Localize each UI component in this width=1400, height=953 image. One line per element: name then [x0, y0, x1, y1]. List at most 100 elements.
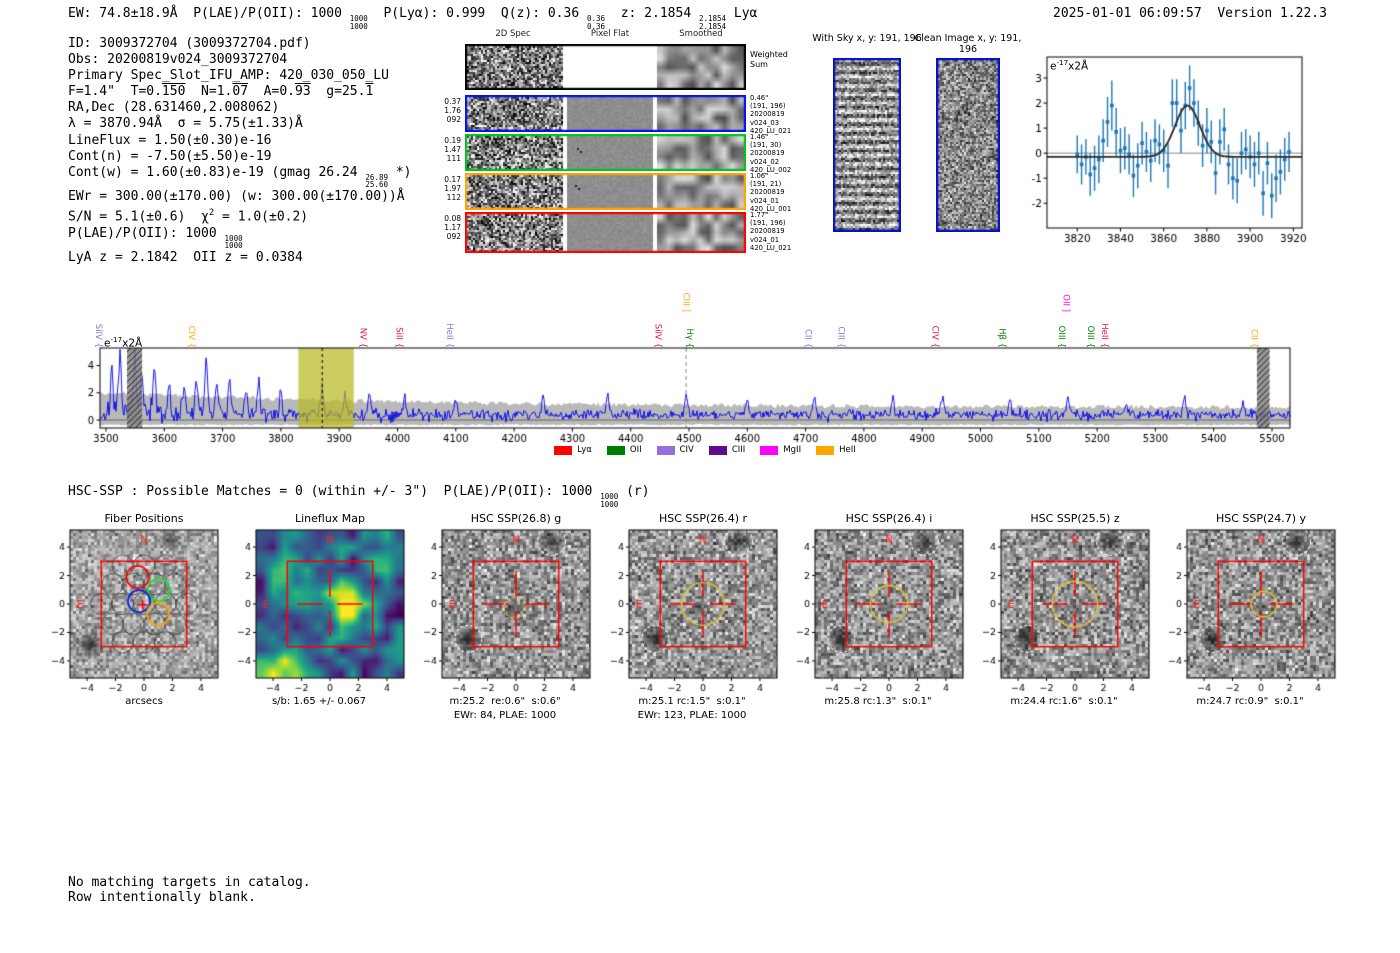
cutout-panel-canvas-6 [1155, 528, 1341, 696]
info-line-3-seg-5: 93 [295, 84, 311, 100]
info-line-3-seg-1: 150 [161, 84, 186, 100]
cutout-panel-2: HSC SSP(26.8) g m:25.2 re:0.6" s:0.6" EWr:… [410, 510, 600, 725]
spectrum-legend: Lyα OII CIV CIII MgII HeII [540, 445, 870, 455]
2d-spec-row-3-right-labels: 1.77" (191, 196) 20200819 v024_01 420_LU… [750, 211, 792, 252]
detection-info-line-1: Obs: 20200819v024_3009372704 [68, 52, 411, 68]
catalog-matches-seg-2: (r) [618, 484, 650, 499]
spectrum-line-label-oiii-14: OIII { [1085, 325, 1096, 348]
2d-spec-fiber-row-2 [465, 134, 746, 171]
cutout-panel-caption-6-0: m:24.7 rc:0.9" s:0.1" [1196, 696, 1304, 707]
detection-info-line-12: LyA z = 2.1842 OII z = 0.0384 [68, 250, 411, 266]
detection-info-block: ID: 3009372704 (3009372704.pdf) Obs: 2020… [68, 36, 411, 266]
summary-header-stack-value: 0.36 [586, 14, 606, 23]
summary-header-seg-3: 0.36 0.36 [587, 15, 605, 30]
2d-spec-fiber-row-3 [465, 173, 746, 210]
info-line-8-stack-value: 26.89 [365, 172, 388, 182]
spectrum-line-label-heii-15: HeII { [1099, 323, 1110, 348]
emission-line-fit-plot [1025, 45, 1327, 249]
legend-swatch-oii [606, 445, 625, 455]
legend-swatch-ciii [708, 445, 727, 455]
full-spectrum-plot [60, 330, 1340, 448]
2d-spec-fiber-row-1 [465, 95, 746, 132]
2d-spec-row-1-left-labels: 0.19 1.47 111 [444, 136, 461, 163]
timestamp-version: 2025-01-01 06:09:57 Version 1.22.3 [1053, 6, 1327, 21]
detection-info-line-11: P(LAE)/P(OII): 1000 1000 1000 [68, 226, 411, 250]
cutout-panel-caption-2-1: EWr: 84, PLAE: 1000 [453, 710, 557, 721]
cutout-panel-caption-3-0: m:25.1 rc:1.5" s:0.1" [638, 696, 746, 707]
summary-header-seg-6: Lyα [726, 6, 758, 21]
cutout-panel-4: HSC SSP(26.4) i m:25.8 rc:1.3" s:0.1" [783, 510, 973, 725]
2d-spec-row-2-right-labels: 1.06" (191, 21) 20200819 v024_01 420_LU_… [750, 172, 792, 213]
legend-item-mgii: MgII [760, 445, 801, 455]
cutout-panel-canvas-2 [410, 528, 596, 696]
info-line-8-stack-value: 25.60 [365, 180, 388, 190]
info-line-3-seg-4: A=0. [248, 84, 295, 100]
detection-info-line-8: Cont(w) = 1.60(±0.83)e-19 (gmag 26.24 26… [68, 165, 411, 189]
legend-label-mgii: MgII [783, 445, 802, 455]
fit-plot-units-annotation: e-17x2Å [1050, 58, 1089, 73]
legend-swatch-lyα [554, 445, 573, 455]
spectrum-line-label-siiv-5: SiIV { [652, 323, 663, 348]
detection-info-line-3: F=1.4" T=0.150 N=1.07 A=0.93 g=25.1 [68, 84, 411, 100]
spectrum-line-label-cii-8: CII { [802, 328, 813, 348]
info-line-8-seg-2: *) [388, 164, 412, 180]
2d-spec-row-0-right-labels: 0.46" (191, 196) 20200819 v024_03 420_LU… [750, 94, 792, 135]
cutout-panel-caption-3-1: EWr: 123, PLAE: 1000 [637, 710, 747, 721]
cutout-panel-caption-2-0: m:25.2 re:0.6" s:0.6" [449, 696, 561, 707]
detection-info-line-0: ID: 3009372704 (3009372704.pdf) [68, 36, 411, 52]
cutout-panel-canvas-0 [38, 528, 224, 696]
2d-spec-fiber-row-4 [465, 212, 746, 253]
summary-header-seg-1: 1000 1000 [350, 15, 368, 30]
summary-header-seg-4: z: 2.1854 [605, 6, 699, 21]
info-line-8-seg-1: 26.89 25.60 [365, 174, 388, 189]
with-sky-title: With Sky x, y: 191, 196 [812, 33, 922, 44]
info-line-12-seg-0: LyA z = 2.1842 OII z = 0.0384 [68, 250, 303, 266]
detection-info-line-7: Cont(n) = -7.50(±5.50)e-19 [68, 149, 411, 165]
info-line-3-seg-7: 1 [365, 84, 374, 100]
spectrum-line-label-civ-10: CIV { [929, 325, 940, 348]
catalog-matches-seg-0: HSC-SSP : Possible Matches = 0 (within +… [68, 484, 601, 499]
spectrum-line-label-oiii-12: OIII { [1055, 325, 1066, 348]
2d-spec-row-3-left-labels: 0.08 1.17 092 [444, 214, 461, 241]
spectrum-line-label-ciii-6: CIII ] [680, 292, 691, 312]
spectrum-line-label-civ-1: CIV { [186, 325, 197, 348]
cutout-panel-title-1: Lineflux Map [294, 512, 366, 525]
cutout-panel-title-6: HSC SSP(24.7) y [1215, 512, 1307, 525]
cutout-panel-canvas-1 [224, 528, 410, 696]
cutout-panel-title-0: Fiber Positions [104, 512, 184, 525]
summary-header-stack-value: 1000 [349, 14, 368, 23]
catalog-matches-seg-1: 1000 1000 [600, 493, 618, 508]
detection-info-line-9: EWr = 300.00(±170.00) (w: 300.00(±170.00… [68, 189, 411, 205]
footer-line-2: Row intentionally blank. [68, 890, 256, 905]
cutout-panel-6: HSC SSP(24.7) y m:24.7 rc:0.9" s:0.1" [1155, 510, 1345, 725]
info-line-3-seg-6: g=25. [310, 84, 366, 100]
cutout-panel-xlabel-0: arcsecs [125, 696, 163, 707]
2d-spec-column-header-1: Pixel Flat [590, 29, 630, 39]
legend-swatch-heii [816, 445, 835, 455]
info-line-4-seg-0: RA,Dec (28.631460,2.008062) [68, 100, 280, 116]
info-line-11-seg-0: P(LAE)/P(OII): 1000 [68, 225, 225, 241]
info-line-3-seg-0: F=1.4" T=0. [68, 84, 162, 100]
summary-header-stack-value: 0.36 [586, 21, 606, 31]
catalog-matches-line: HSC-SSP : Possible Matches = 0 (within +… [68, 484, 650, 508]
detection-info-line-2: Primary Spec_Slot_IFU_AMP: 420_030_050_L… [68, 68, 411, 84]
spectrum-line-label-ciii-9: CIII { [835, 326, 846, 348]
cutout-panel-caption-5-0: m:24.4 rc:1.6" s:0.1" [1010, 696, 1118, 707]
spectrum-line-label-hγ-7: Hγ { [683, 328, 694, 348]
legend-label-civ: CIV [679, 445, 694, 455]
summary-header-stack-value: 2.1854 [698, 21, 727, 31]
detection-info-line-4: RA,Dec (28.631460,2.008062) [68, 100, 411, 116]
info-line-1-seg-0: Obs: 20200819v024_3009372704 [68, 52, 288, 68]
info-line-11-stack-value: 1000 [224, 233, 243, 243]
cutout-panel-title-4: HSC SSP(26.4) i [845, 512, 933, 525]
info-line-11-stack-value: 1000 [224, 241, 243, 251]
info-line-11-seg-1: 1000 1000 [224, 233, 243, 251]
summary-header-stack-value: 2.1854 [698, 14, 727, 23]
legend-item-oii: OII [606, 445, 642, 455]
info-line-8-seg-0: Cont(w) = 1.60(±0.83)e-19 (gmag 26.24 [68, 164, 366, 180]
legend-swatch-civ [656, 445, 675, 455]
info-line-3-seg-3: 07 [232, 84, 249, 100]
spectrum-line-label-heii-4: HeII { [443, 323, 454, 348]
cutout-panel-caption-4-0: m:25.8 rc:1.3" s:0.1" [824, 696, 932, 707]
